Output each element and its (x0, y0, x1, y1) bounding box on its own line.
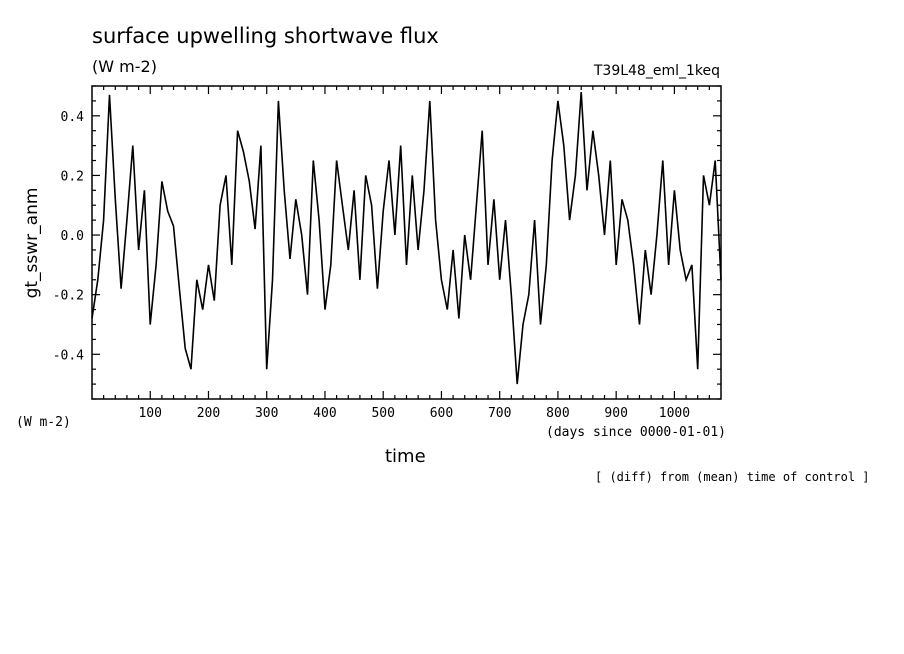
x-axis-label: time (385, 446, 426, 467)
y-tick-label: 0.4 (61, 110, 85, 125)
x-tick-label: 500 (371, 406, 394, 421)
y-tick-label: -0.2 (53, 289, 84, 304)
x-tick-label: 600 (430, 406, 453, 421)
x-axis-units: (days since 0000-01-01) (546, 425, 727, 440)
x-tick-label: 400 (313, 406, 336, 421)
x-tick-label: 800 (546, 406, 569, 421)
chart-title: surface upwelling shortwave flux (92, 24, 439, 48)
x-tick-label: 700 (488, 406, 511, 421)
x-tick-label: 100 (138, 406, 161, 421)
x-tick-label: 1000 (659, 406, 690, 421)
y-tick-label: 0.2 (61, 169, 84, 184)
series-layer (91, 91, 722, 385)
y-tick-label: -0.4 (53, 348, 84, 363)
x-tick-label: 200 (197, 406, 220, 421)
y-tick-label: 0.0 (61, 229, 84, 244)
y-axis-units: (W m-2) (16, 415, 71, 430)
x-tick-label: 300 (255, 406, 278, 421)
chart-units: (W m-2) (92, 57, 157, 76)
x-tick-label: 900 (604, 406, 627, 421)
run-label: T39L48_eml_1keq (593, 63, 720, 79)
series-line (91, 91, 722, 385)
plot-frame (91, 85, 722, 400)
footnote: [ (diff) from (mean) time of control ] (595, 470, 870, 484)
tick-layer: 100 200 300 400 500 600 700 800 900 1000 -0.4 -0.2 0… (53, 85, 721, 421)
